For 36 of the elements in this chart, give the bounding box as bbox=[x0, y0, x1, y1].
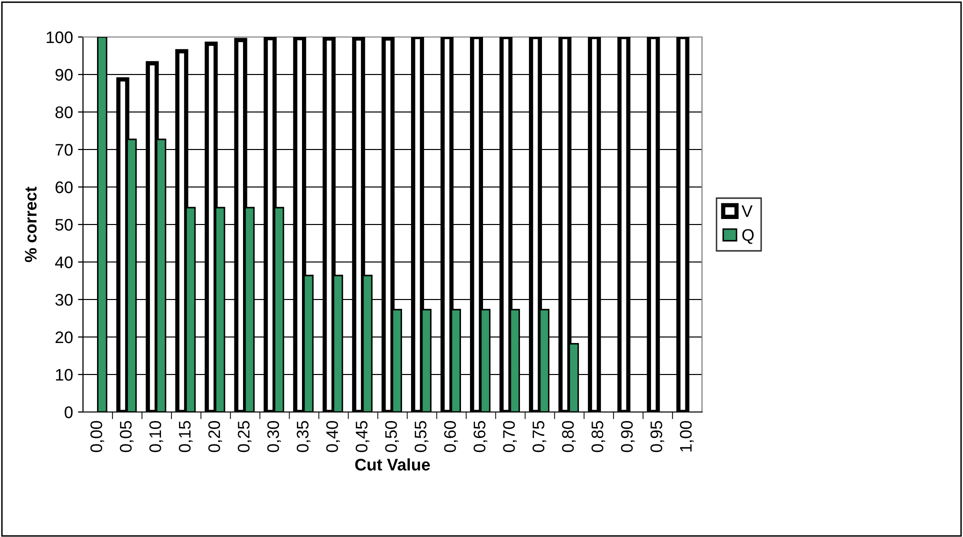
legend-label: V bbox=[742, 205, 753, 217]
x-tick-label: 0,85 bbox=[592, 421, 606, 452]
y-tick-label: 50 bbox=[55, 218, 73, 231]
y-tick-label: 90 bbox=[56, 68, 73, 81]
y-tick-label: 40 bbox=[55, 256, 73, 268]
x-tick-label: 0,25 bbox=[238, 421, 252, 452]
y-tick-label: 10 bbox=[56, 368, 73, 381]
y-axis-title: % correct bbox=[24, 186, 37, 262]
x-tick-label: 0,10 bbox=[149, 420, 164, 452]
x-tick-label: 1,00 bbox=[680, 420, 694, 452]
x-tick-label: 0,60 bbox=[444, 420, 458, 452]
y-tick-label: 100 bbox=[46, 31, 73, 44]
x-tick-label: 0,05 bbox=[120, 421, 134, 452]
x-tick-label: 0,65 bbox=[474, 421, 488, 452]
y-tick-label: 0 bbox=[64, 406, 73, 418]
x-tick-label: 0,55 bbox=[414, 421, 428, 452]
x-tick-label: 0,00 bbox=[90, 420, 104, 452]
x-axis-title: Cut Value bbox=[355, 458, 430, 471]
x-tick-label: 0,35 bbox=[296, 421, 311, 452]
x-tick-label: 0,80 bbox=[562, 420, 576, 452]
x-tick-label: 0,30 bbox=[267, 420, 282, 452]
x-tick-label: 0,15 bbox=[178, 421, 193, 452]
x-tick-label: 0,75 bbox=[532, 421, 546, 452]
y-tick-label: 20 bbox=[56, 331, 73, 344]
y-tick-label: 70 bbox=[56, 144, 73, 156]
x-tick-label: 0,50 bbox=[385, 420, 399, 452]
x-tick-label: 0,70 bbox=[503, 420, 517, 452]
x-tick-label: 0,20 bbox=[208, 420, 222, 452]
x-tick-label: 0,95 bbox=[650, 421, 664, 452]
y-tick-label: 80 bbox=[55, 106, 73, 118]
y-tick-label: 60 bbox=[56, 181, 73, 194]
x-tick-label: 0,45 bbox=[356, 421, 370, 452]
y-tick-label: 30 bbox=[55, 294, 73, 306]
x-tick-label: 0,90 bbox=[620, 420, 635, 452]
x-tick-label: 0,40 bbox=[326, 420, 340, 452]
legend-label: Q bbox=[742, 229, 754, 244]
